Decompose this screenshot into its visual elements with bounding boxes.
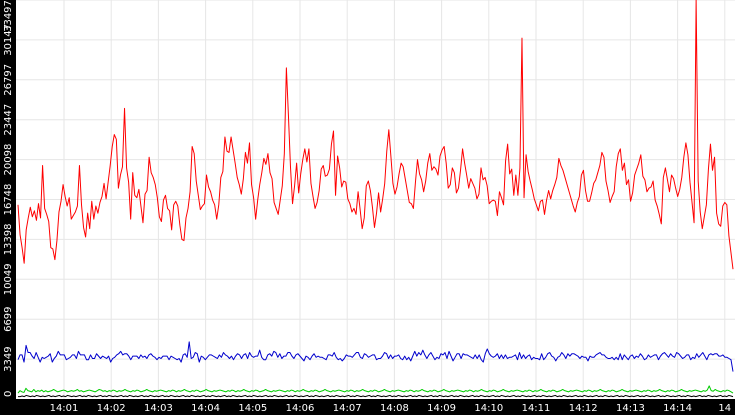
x-tick-label: 14:07 bbox=[333, 403, 362, 414]
x-tick-label: 14:06 bbox=[286, 403, 315, 414]
y-tick-label: 23447 bbox=[3, 104, 14, 136]
x-tick-label: 14 bbox=[718, 403, 731, 414]
y-tick-labels: 0 3349 6699 10049 13398 16748 20098 23447 26797 3… bbox=[3, 0, 14, 397]
x-tick-label: 14:05 bbox=[238, 403, 267, 414]
x-tick-label: 14:11 bbox=[522, 403, 551, 414]
y-tick-label: 26797 bbox=[3, 64, 14, 96]
y-tick-label: 10049 bbox=[3, 263, 14, 295]
grid bbox=[16, 0, 735, 399]
y-tick-label: 20098 bbox=[3, 144, 14, 176]
x-tick-label: 14:09 bbox=[427, 403, 456, 414]
y-tick-label: 30147 bbox=[3, 24, 14, 56]
x-tick-label: 14:03 bbox=[144, 403, 173, 414]
x-tick-label: 14:01 bbox=[50, 403, 79, 414]
y-axis-bar bbox=[0, 0, 16, 415]
y-tick-label: 0 bbox=[3, 391, 14, 397]
y-tick-label: 13398 bbox=[3, 223, 14, 255]
y-tick-label: 16748 bbox=[3, 184, 14, 216]
y-tick-label: 3349 bbox=[3, 346, 14, 371]
x-tick-label: 14:12 bbox=[569, 403, 598, 414]
series-line-1 bbox=[17, 341, 734, 372]
x-tick-label: 14:08 bbox=[380, 403, 409, 414]
y-tick-label: 33497 bbox=[3, 0, 14, 32]
series-line-2 bbox=[17, 385, 734, 394]
series bbox=[17, 0, 734, 398]
series-line-0 bbox=[17, 0, 734, 270]
x-tick-label: 14:14 bbox=[663, 403, 692, 414]
x-tick-label: 14:04 bbox=[191, 403, 220, 414]
x-tick-label: 14:13 bbox=[616, 403, 645, 414]
x-axis-bar bbox=[0, 399, 735, 415]
y-tick-label: 6699 bbox=[3, 306, 14, 331]
series-line-3 bbox=[18, 394, 734, 398]
x-tick-label: 14:02 bbox=[97, 403, 126, 414]
x-tick-label: 14:10 bbox=[474, 403, 503, 414]
x-tick-labels: 14:01 14:02 14:03 14:04 14:05 14:06 14:07 14:08… bbox=[50, 403, 732, 414]
